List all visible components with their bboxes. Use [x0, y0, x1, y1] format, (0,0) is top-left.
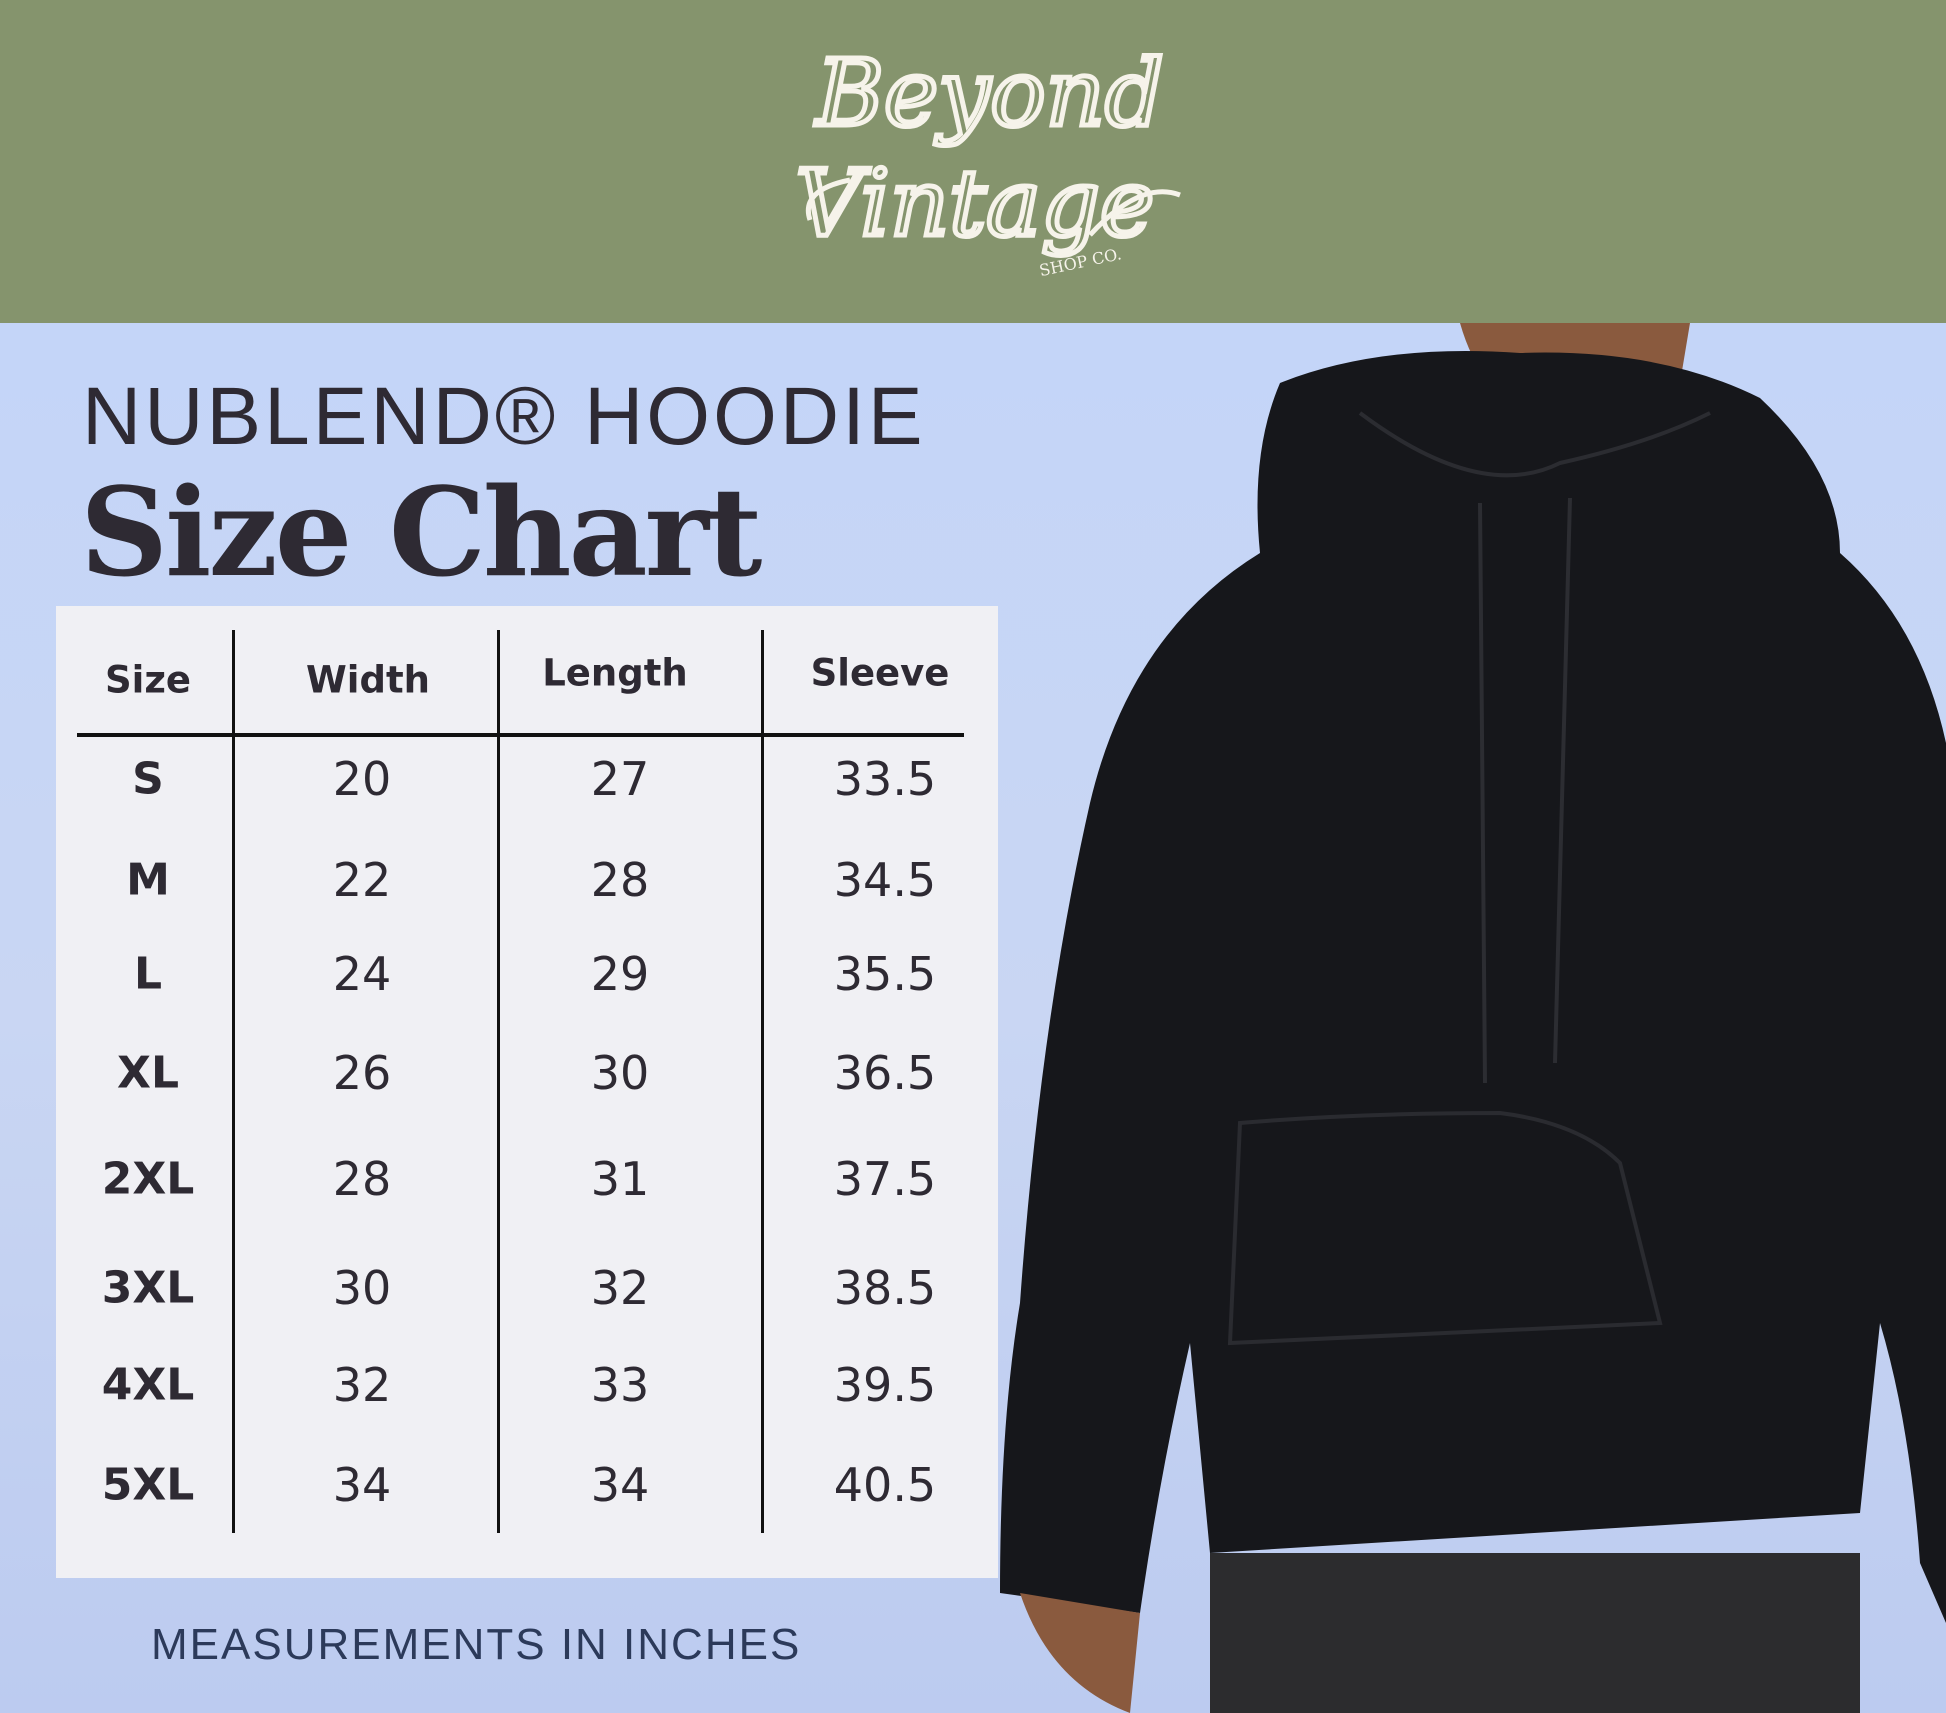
size-chart-heading: Size Chart — [80, 460, 762, 604]
cell-sleeve: 37.5 — [833, 1152, 937, 1206]
cell-length: 28 — [590, 853, 650, 907]
measurement-note: MEASUREMENTS IN INCHES — [151, 1620, 802, 1669]
kangaroo-pocket — [1227, 1110, 1663, 1346]
model-jeans — [1210, 1553, 1860, 1713]
hoodie — [1000, 351, 1946, 1623]
cell-length: 33 — [590, 1358, 650, 1412]
column-divider — [232, 630, 235, 1533]
header-divider — [77, 733, 964, 737]
cell-length: 31 — [590, 1152, 650, 1206]
header-width: Width — [305, 658, 430, 702]
logo-text-vintage: Vintage — [796, 150, 1155, 257]
cell-width: 34 — [332, 1458, 392, 1512]
cell-size: 4XL — [101, 1359, 195, 1411]
cell-size: 2XL — [101, 1153, 195, 1205]
cell-size: 5XL — [101, 1459, 195, 1511]
cell-length: 34 — [590, 1458, 650, 1512]
cell-size: 3XL — [101, 1262, 195, 1314]
cell-length: 32 — [590, 1261, 650, 1315]
cell-size: M — [126, 854, 170, 906]
cell-width: 26 — [332, 1046, 392, 1100]
column-divider — [761, 630, 764, 1533]
cell-sleeve: 35.5 — [833, 947, 937, 1001]
cell-sleeve: 40.5 — [833, 1458, 937, 1512]
cell-width: 20 — [332, 752, 392, 806]
header-sleeve: Sleeve — [810, 651, 950, 695]
model-hand — [1020, 1593, 1140, 1713]
cell-length: 29 — [590, 947, 650, 1001]
cell-sleeve: 38.5 — [833, 1261, 937, 1315]
cell-sleeve: 33.5 — [833, 752, 937, 806]
cell-width: 28 — [332, 1152, 392, 1206]
cell-size: XL — [117, 1047, 179, 1099]
cell-length: 30 — [590, 1046, 650, 1100]
cell-sleeve: 36.5 — [833, 1046, 937, 1100]
cell-width: 32 — [332, 1358, 392, 1412]
logo-swash — [806, 177, 1181, 237]
cell-size: S — [132, 753, 164, 805]
cell-width: 22 — [332, 853, 392, 907]
beyond-vintage-logo: Beyond Vintage SHOP CO. — [793, 38, 1181, 280]
drawstrings — [1478, 497, 1572, 1084]
column-divider — [497, 630, 500, 1533]
cell-width: 30 — [332, 1261, 392, 1315]
logo-text-beyond: Beyond — [814, 40, 1164, 147]
cell-sleeve: 39.5 — [833, 1358, 937, 1412]
header-size: Size — [105, 658, 191, 702]
hood-edge — [1358, 411, 1711, 478]
size-table-card — [56, 606, 998, 1578]
header-length: Length — [542, 651, 688, 695]
hoodie-model-photo — [1000, 323, 1946, 1713]
cell-sleeve: 34.5 — [833, 853, 937, 907]
brand-header: Beyond Vintage SHOP CO. — [0, 0, 1946, 323]
cell-length: 27 — [590, 752, 650, 806]
product-title: NUBLEND® HOODIE — [82, 371, 926, 462]
cell-size: L — [133, 948, 163, 1000]
cell-width: 24 — [332, 947, 392, 1001]
